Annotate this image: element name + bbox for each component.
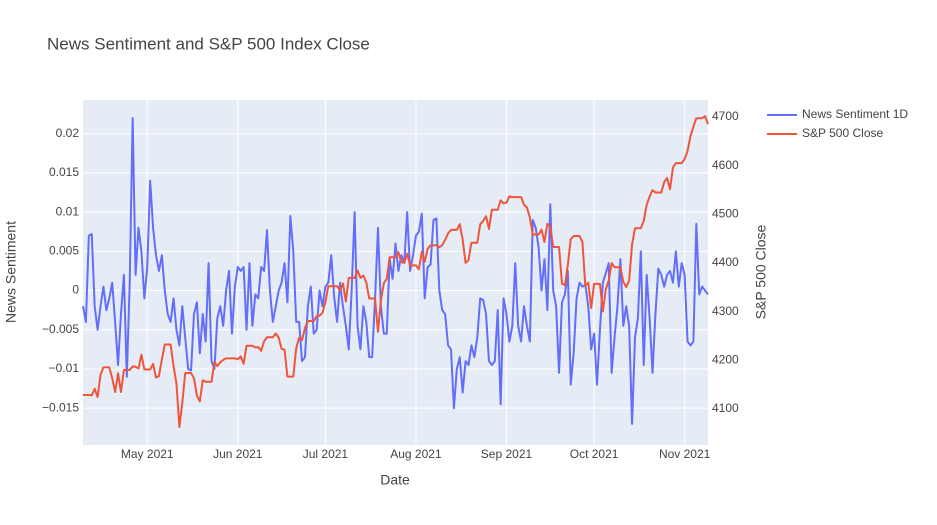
y-tick-label: 0.02 [56, 126, 80, 140]
y-tick-label: −0.01 [49, 361, 80, 375]
y-tick-label: 0.005 [49, 244, 79, 258]
y2-tick-label: 4300 [712, 304, 739, 318]
x-axis-title: Date [380, 472, 410, 488]
y-tick-label: 0.015 [49, 165, 79, 179]
y2-tick-label: 4600 [712, 158, 739, 172]
series-line [83, 115, 709, 428]
y-tick-label: 0 [72, 283, 79, 297]
y2-tick-label: 4700 [712, 109, 739, 123]
x-tick-label: May 2021 [121, 447, 174, 461]
y2-axis-title: S&P 500 Close [753, 224, 769, 319]
y2-tick-label: 4100 [712, 401, 739, 415]
y-axis-title: News Sentiment [3, 221, 19, 323]
y2-tick-label: 4500 [712, 207, 739, 221]
y-tick-label: 0.01 [56, 204, 80, 218]
plot-background [83, 100, 708, 445]
chart-title: News Sentiment and S&P 500 Index Close [47, 34, 370, 53]
x-tick-label: Aug 2021 [390, 447, 442, 461]
legend-label: News Sentiment 1D [802, 107, 908, 121]
y-tick-label: −0.005 [42, 322, 79, 336]
legend-label: S&P 500 Close [802, 126, 883, 140]
x-tick-label: Sep 2021 [481, 447, 533, 461]
x-tick-label: Jul 2021 [303, 447, 349, 461]
y-tick-label: −0.015 [42, 400, 79, 414]
x-tick-label: Oct 2021 [570, 447, 619, 461]
x-tick-label: Jun 2021 [213, 447, 263, 461]
series-line [82, 117, 709, 425]
x-tick-label: Nov 2021 [659, 447, 711, 461]
y2-tick-label: 4200 [712, 353, 739, 367]
y2-tick-label: 4400 [712, 255, 739, 269]
